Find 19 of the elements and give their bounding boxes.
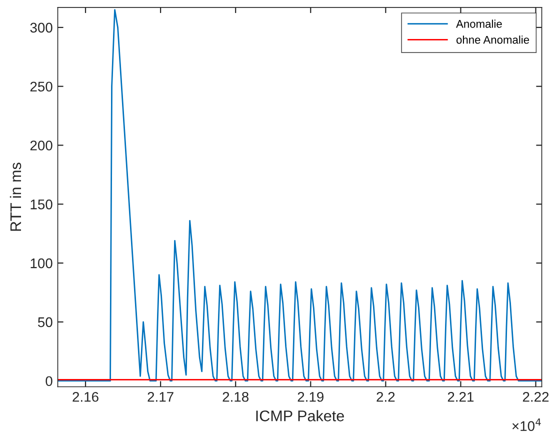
x-tick-label: 2.18 xyxy=(222,392,249,402)
x-axis-title: ICMP Pakete xyxy=(256,410,344,422)
text: ×10$^{4}$ xyxy=(512,418,541,431)
x-tick-label: 2.19 xyxy=(298,392,324,402)
y-tick-label: 200 xyxy=(30,140,52,150)
y-axis-title: RTT in ms xyxy=(10,162,22,231)
x-tick-label: 2.21 xyxy=(448,392,474,402)
y-tick-label: 0 xyxy=(46,376,52,386)
x-tick-label: 2.2 xyxy=(376,392,395,402)
y-tick-label: 50 xyxy=(38,317,52,328)
x-tick-label: 2.16 xyxy=(72,392,98,402)
legend-label: Anomalie xyxy=(456,20,502,28)
x-tick-label: 2.22 xyxy=(522,392,549,402)
legend-label: ohne Anomalie xyxy=(456,36,530,44)
y-tick-label: 150 xyxy=(30,199,52,210)
y-tick-label: 100 xyxy=(30,258,52,268)
y-tick-label: 300 xyxy=(30,22,52,33)
y-tick-label: 250 xyxy=(30,82,52,92)
x-tick-label: 2.17 xyxy=(148,392,174,402)
